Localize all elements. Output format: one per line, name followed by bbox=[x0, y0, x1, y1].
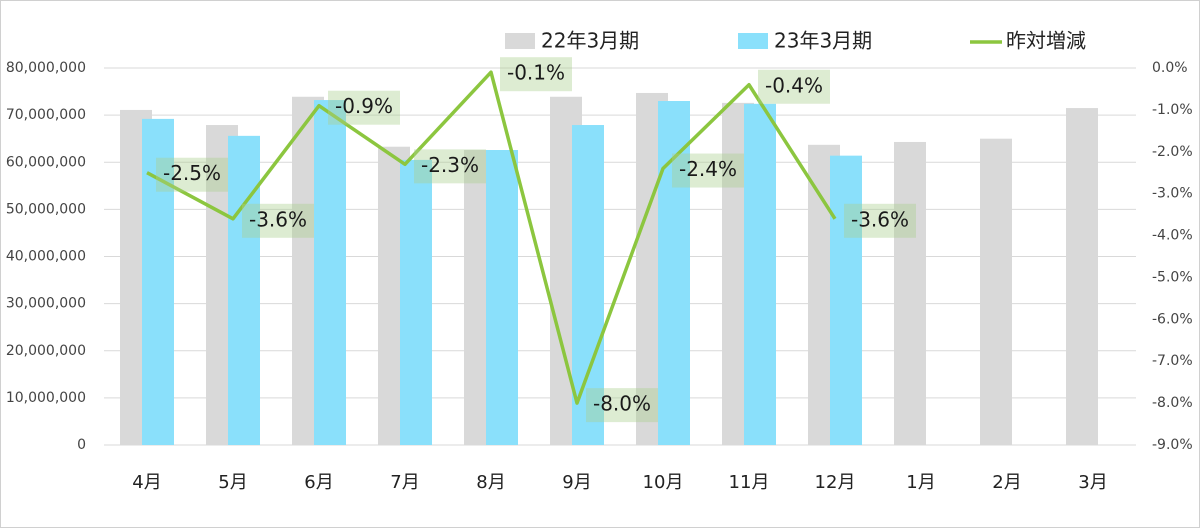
y-tick-label: 0 bbox=[77, 437, 86, 453]
y2-tick-label: -1.0% bbox=[1152, 102, 1193, 118]
data-label: -2.4% bbox=[679, 157, 737, 181]
data-label: -3.6% bbox=[249, 207, 307, 231]
data-label-box bbox=[500, 57, 572, 92]
x-tick-label: 8月 bbox=[476, 472, 505, 493]
y-tick-label: 20,000,000 bbox=[6, 343, 86, 359]
data-label: -3.6% bbox=[851, 207, 909, 231]
legend-label: 昨対増減 bbox=[1006, 29, 1086, 53]
data-label-box bbox=[758, 69, 830, 104]
x-tick-label: 3月 bbox=[1078, 472, 1107, 493]
legend-label: 22年3月期 bbox=[541, 29, 639, 53]
bar bbox=[228, 135, 260, 446]
y2-tick-label: -4.0% bbox=[1152, 228, 1193, 244]
y-tick-label: 10,000,000 bbox=[6, 390, 86, 406]
bar bbox=[894, 141, 926, 445]
data-label-box bbox=[328, 90, 400, 125]
y-tick-label: 30,000,000 bbox=[6, 296, 86, 312]
bar bbox=[830, 155, 862, 445]
y2-tick-label: 0.0% bbox=[1152, 60, 1188, 76]
bar bbox=[400, 159, 432, 446]
data-label-box bbox=[844, 203, 916, 238]
y2-tick-label: -6.0% bbox=[1152, 311, 1193, 327]
data-label-box bbox=[156, 157, 228, 192]
bar bbox=[314, 100, 346, 446]
bar bbox=[486, 149, 518, 445]
x-tick-label: 4月 bbox=[132, 472, 161, 493]
y-tick-label: 50,000,000 bbox=[6, 201, 86, 217]
data-label: -2.3% bbox=[421, 153, 479, 177]
x-tick-label: 12月 bbox=[815, 472, 856, 493]
bar bbox=[1066, 108, 1098, 446]
x-tick-label: 5月 bbox=[218, 472, 247, 493]
line bbox=[146, 70, 837, 405]
y2-tick-label: -5.0% bbox=[1152, 269, 1193, 285]
legend-label: 23年3月期 bbox=[774, 29, 872, 53]
legend-swatch bbox=[505, 33, 535, 49]
x-tick-label: 11月 bbox=[729, 472, 770, 493]
data-label: -8.0% bbox=[593, 392, 651, 416]
x-tick-label: 2月 bbox=[992, 472, 1021, 493]
y2-tick-label: -7.0% bbox=[1152, 353, 1193, 369]
y2-tick-label: -3.0% bbox=[1152, 186, 1193, 202]
bar bbox=[572, 125, 604, 446]
y2-tick-label: -9.0% bbox=[1152, 437, 1193, 453]
y-tick-label: 80,000,000 bbox=[6, 60, 86, 76]
y2-tick-label: -2.0% bbox=[1152, 144, 1193, 160]
bar bbox=[980, 138, 1012, 445]
bar bbox=[658, 100, 690, 446]
x-tick-label: 9月 bbox=[562, 472, 591, 493]
legend-swatch bbox=[738, 33, 768, 49]
x-tick-label: 10月 bbox=[643, 472, 684, 493]
data-label: -0.1% bbox=[507, 61, 565, 85]
bar bbox=[744, 103, 776, 445]
y-tick-label: 40,000,000 bbox=[6, 249, 86, 265]
data-label-box bbox=[672, 153, 744, 188]
x-tick-label: 6月 bbox=[304, 472, 333, 493]
data-label: -0.9% bbox=[335, 94, 393, 118]
data-label: -2.5% bbox=[163, 161, 221, 185]
data-label: -0.4% bbox=[765, 73, 823, 97]
y2-tick-label: -8.0% bbox=[1152, 395, 1193, 411]
y-tick-label: 70,000,000 bbox=[6, 107, 86, 123]
x-tick-label: 7月 bbox=[390, 472, 419, 493]
x-tick-label: 1月 bbox=[906, 472, 935, 493]
y-tick-label: 60,000,000 bbox=[6, 154, 86, 170]
data-label-box bbox=[242, 203, 314, 238]
data-label-box bbox=[586, 388, 658, 423]
data-label-box bbox=[414, 149, 486, 184]
